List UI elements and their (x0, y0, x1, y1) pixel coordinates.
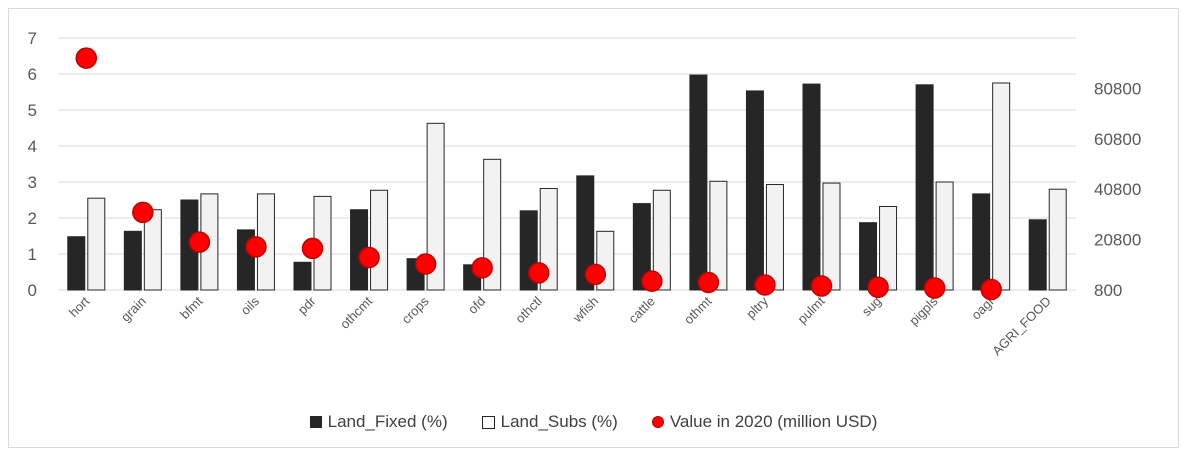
bar-land-fixed (802, 83, 821, 291)
value-marker (641, 270, 663, 292)
category-label: AGRI_FOOD (989, 294, 1054, 359)
category-label: othctl (512, 293, 545, 326)
category-label: ofd (465, 294, 488, 317)
legend-item-value: Value in 2020 (million USD) (651, 412, 878, 432)
value-marker (810, 275, 833, 297)
value-marker (132, 201, 154, 224)
value-marker (414, 253, 437, 275)
legend-swatch-value (651, 416, 664, 428)
bar-land-fixed (1028, 219, 1047, 291)
bar-land-subs (426, 122, 445, 291)
category-label: pdr (295, 293, 319, 317)
legend-item-subs: Land_Subs (%) (481, 412, 618, 432)
right-axis-tick-label: 60800 (1094, 130, 1141, 149)
value-marker (245, 236, 267, 258)
bar-land-subs (370, 189, 389, 291)
bar-land-fixed (972, 193, 991, 291)
bar-land-fixed (293, 261, 312, 291)
bar-land-fixed (689, 74, 708, 291)
bar-land-fixed (67, 236, 86, 291)
left-axis-tick-label: 5 (28, 101, 37, 120)
legend-label-value: Value in 2020 (million USD) (669, 412, 878, 431)
bar-land-fixed (915, 84, 934, 291)
bar-land-subs (483, 158, 502, 291)
category-label: othcmt (337, 293, 375, 331)
legend-label-subs: Land_Subs (%) (500, 412, 618, 431)
bar-land-fixed (632, 203, 651, 291)
bar-land-subs (765, 184, 784, 291)
category-label: cattle (625, 294, 658, 327)
bar-land-subs (992, 82, 1011, 291)
category-label: bfmt (177, 293, 206, 322)
value-marker (527, 262, 550, 284)
value-marker (697, 271, 720, 294)
bar-land-subs (709, 180, 728, 291)
left-axis-tick-label: 6 (28, 65, 37, 84)
value-marker (301, 237, 324, 260)
value-marker (188, 231, 211, 253)
value-marker (754, 274, 776, 296)
category-label: oils (238, 293, 263, 318)
legend-item-fixed: Land_Fixed (%) (309, 412, 448, 432)
left-axis-tick-label: 7 (28, 29, 37, 48)
left-axis-tick-label: 1 (28, 245, 37, 264)
bar-land-fixed (123, 230, 142, 291)
category-label: hort (66, 293, 93, 320)
category-label: grain (118, 294, 149, 325)
bar-land-subs (1048, 188, 1067, 291)
category-label: othmt (681, 293, 715, 327)
right-axis-tick-label: 80800 (1094, 79, 1141, 98)
value-marker (471, 257, 493, 279)
left-axis-tick-label: 4 (28, 137, 37, 156)
value-marker (75, 47, 98, 69)
legend-swatch-fixed (309, 416, 322, 428)
category-label: crops (399, 293, 432, 326)
left-axis-tick-label: 3 (28, 173, 37, 192)
right-axis-tick-label: 800 (1094, 281, 1122, 300)
category-label: pulmt (795, 293, 828, 326)
right-axis-tick-label: 40800 (1094, 180, 1141, 199)
bar-land-fixed (576, 175, 595, 291)
category-label: pltry (743, 293, 771, 321)
value-marker (867, 276, 889, 298)
bar-land-fixed (745, 90, 764, 291)
right-axis-tick-label: 20800 (1094, 231, 1141, 250)
bar-land-subs (935, 181, 954, 291)
bar-land-subs (652, 189, 671, 291)
left-axis-tick-label: 0 (28, 281, 37, 300)
value-marker (358, 246, 380, 269)
left-axis-tick-label: 2 (28, 209, 37, 228)
value-marker (980, 278, 1002, 301)
legend-label-fixed: Land_Fixed (%) (327, 412, 448, 431)
bar-land-subs (87, 197, 106, 291)
category-label: wfish (569, 294, 601, 326)
value-marker (923, 277, 946, 299)
chart-legend: Land_Fixed (%) Land_Subs (%) Value in 20… (0, 412, 1187, 432)
bar-land-subs (822, 182, 841, 291)
legend-swatch-subs (481, 415, 495, 429)
value-marker (584, 263, 607, 286)
